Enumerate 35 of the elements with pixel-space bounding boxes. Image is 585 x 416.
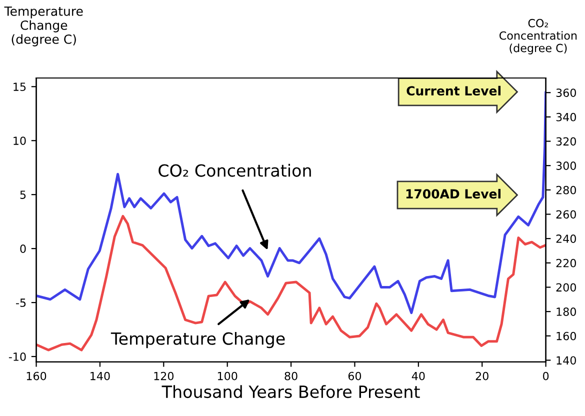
y2-tick-label: 360 [556, 88, 576, 97]
y2-tick-label: 220 [556, 258, 576, 268]
x-tick-label: 140 [90, 372, 110, 380]
y-tick-label: 0 [20, 244, 26, 253]
annotation: Current Level [406, 86, 500, 96]
y-tick-label: 5 [20, 190, 26, 199]
y2-axis-title: CO₂ Concentration (degree C) [500, 18, 577, 54]
y2-tick-label: 260 [556, 210, 576, 219]
line-series [36, 214, 546, 352]
y2-tick-label: 340 [556, 112, 576, 122]
y2-tick-label: 280 [556, 186, 576, 194]
y2-tick-label: 320 [556, 137, 576, 146]
x-tick-label: 40 [412, 372, 425, 380]
x-tick-label: 20 [476, 372, 488, 380]
x-tick-label: 100 [218, 372, 238, 380]
annotation: CO₂ Concentration [158, 164, 311, 177]
y2-tick-label: 180 [556, 308, 576, 316]
y-tick-label: -5 [16, 298, 26, 307]
y-axis-title: Temperature Change (degree C) [4, 6, 83, 46]
x-tick-label: 60 [348, 372, 362, 380]
x-tick-label: 0 [543, 372, 549, 380]
x-tick-label: 80 [284, 372, 298, 380]
y2-tick-label: 240 [556, 234, 576, 243]
y2-tick-label: 300 [556, 162, 576, 170]
annotation: Temperature Change [110, 332, 285, 348]
y-tick-label: 10 [14, 136, 26, 145]
annotation: 1700AD Level [406, 188, 500, 199]
x-axis-title: Thousand Years Before Present [162, 385, 420, 398]
y-tick-label: 15 [14, 82, 26, 92]
y2-tick-label: 160 [556, 332, 576, 340]
x-tick-label: 120 [154, 372, 174, 380]
y2-tick-label: 140 [556, 356, 576, 365]
x-tick-label: 160 [26, 372, 46, 380]
y2-tick-label: 200 [556, 283, 576, 292]
y-tick-label: -10 [8, 352, 26, 361]
